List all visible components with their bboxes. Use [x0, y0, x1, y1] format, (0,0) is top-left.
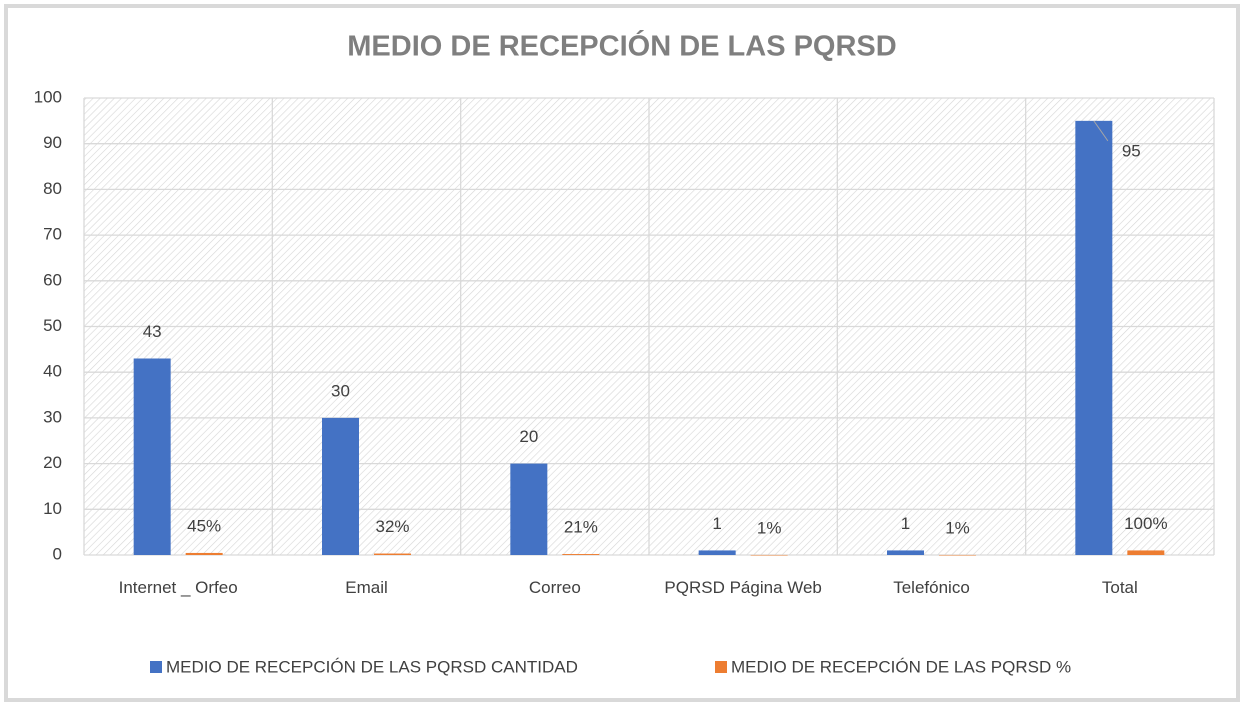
bar [185, 552, 223, 555]
bar [322, 417, 359, 555]
data-label: 1% [757, 518, 782, 537]
bar [510, 463, 548, 555]
data-label: 100% [1124, 514, 1167, 533]
leader-line [1093, 120, 1109, 142]
chart-title: MEDIO DE RECEPCIÓN DE LAS PQRSD [347, 29, 896, 63]
data-label: 20 [519, 427, 538, 446]
y-tick-label: 70 [43, 225, 62, 244]
bar [1075, 120, 1113, 555]
data-label: 1 [901, 514, 910, 533]
data-label: 1 [712, 514, 721, 533]
x-tick-label: Internet _ Orfeo [118, 578, 238, 597]
y-tick-label: 50 [43, 316, 62, 335]
data-label: 43 [143, 322, 162, 341]
legend-label: MEDIO DE RECEPCIÓN DE LAS PQRSD % [731, 657, 1071, 676]
x-tick-label: Total [1101, 578, 1138, 597]
bar [939, 554, 976, 556]
data-label: 21% [564, 518, 598, 537]
data-label: 1% [945, 518, 970, 537]
y-tick-label: 100 [34, 87, 62, 106]
y-tick-label: 10 [43, 499, 62, 518]
bar [698, 550, 736, 555]
x-tick-label: Email [345, 578, 388, 597]
x-tick-label: Telefónico [893, 578, 970, 597]
y-tick-label: 0 [53, 544, 62, 563]
y-tick-label: 20 [43, 453, 62, 472]
legend-label: MEDIO DE RECEPCIÓN DE LAS PQRSD CANTIDAD [166, 657, 578, 676]
bar [133, 358, 171, 555]
y-tick-label: 40 [43, 362, 62, 381]
data-label: 95 [1122, 141, 1141, 160]
x-tick-label: Correo [528, 578, 581, 597]
data-label: 32% [375, 517, 409, 536]
bar [374, 553, 411, 555]
y-tick-label: 80 [43, 179, 62, 198]
bar [887, 550, 924, 555]
data-label: 45% [187, 516, 221, 535]
y-tick-label: 60 [43, 270, 62, 289]
y-tick-label: 90 [43, 133, 62, 152]
legend-swatch [715, 661, 727, 673]
data-label: 30 [331, 381, 350, 400]
y-tick-label: 30 [43, 407, 62, 426]
bar [562, 554, 600, 555]
bar [750, 554, 788, 556]
x-tick-label: PQRSD Página Web [664, 578, 822, 597]
bar [1127, 550, 1165, 555]
legend-swatch [150, 661, 162, 673]
